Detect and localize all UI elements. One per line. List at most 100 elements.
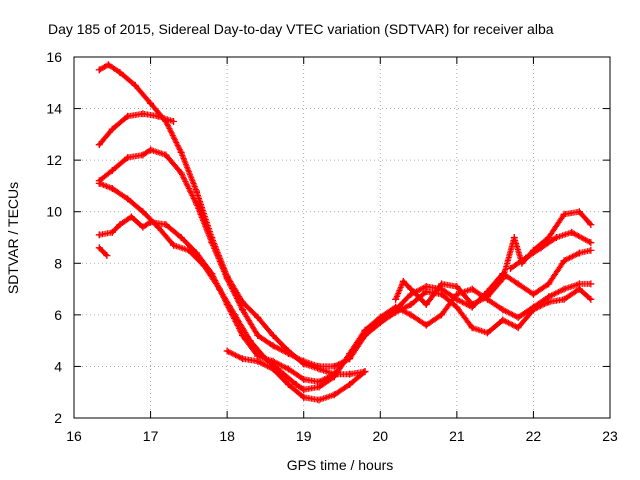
data-point [407,301,415,309]
data-point [300,357,308,365]
data-point [514,280,522,288]
data-point [514,324,522,332]
data-point [95,179,103,187]
data-point [269,357,277,365]
data-point [177,234,185,241]
data-point [560,210,568,218]
data-point [238,331,246,339]
data-point [131,81,139,89]
data-point [552,234,560,241]
data-point [193,200,201,208]
data-point [587,280,595,288]
data-point [361,368,369,376]
data-point [392,308,400,316]
data-point [193,249,201,257]
x-tick-label: 23 [602,428,618,444]
data-point [170,241,178,249]
data-point [499,306,507,314]
data-point [587,221,595,229]
data-point [116,68,124,76]
data-point [422,321,430,329]
y-tick-label: 2 [54,410,62,426]
data-point [468,301,476,309]
data-point [483,329,491,337]
series-track-8 [392,208,595,309]
y-tick-label: 10 [46,204,62,220]
data-point [177,169,185,177]
y-tick-label: 6 [54,307,62,323]
data-point [208,270,216,278]
data-point [438,280,446,288]
data-point [139,208,147,216]
series-markers [96,110,177,148]
data-point [300,375,308,383]
data-point [254,313,262,321]
data-point [208,239,216,247]
data-point [104,61,112,69]
y-tick-label: 8 [54,255,62,271]
data-point [376,319,384,327]
data-point [453,282,461,290]
data-point [162,221,170,229]
data-point [124,112,132,120]
data-point [392,295,400,303]
data-point [438,311,446,319]
data-point [127,213,135,221]
data-point [346,370,354,378]
data-point [193,187,201,195]
data-point [560,285,568,293]
data-point [575,285,583,293]
data-point [537,244,545,252]
data-point [223,275,231,283]
data-point [506,264,514,272]
y-tick-label: 4 [54,358,62,374]
data-point [453,290,461,298]
data-point [269,331,277,339]
data-point [399,277,407,285]
data-point [587,295,595,303]
series-track-7 [223,347,369,404]
data-point [154,112,162,120]
data-point [315,362,323,370]
data-point [116,221,124,229]
data-point [147,146,155,154]
data-point [147,99,155,107]
data-point [545,280,553,288]
data-point [284,350,292,358]
data-point [95,141,103,149]
series-markers [96,244,110,259]
data-point [300,393,308,401]
data-point [238,355,246,363]
data-point [453,303,461,311]
data-point [568,228,576,236]
data-point [346,352,354,360]
data-point [545,298,553,306]
x-tick-label: 21 [449,428,465,444]
data-point [238,306,246,314]
data-point [560,257,568,265]
x-tick-label: 19 [296,428,312,444]
data-point [95,66,103,74]
data-point [514,313,522,321]
data-point [575,208,583,216]
data-point [139,223,147,231]
x-tick-label: 17 [143,428,159,444]
x-tick-label: 20 [372,428,388,444]
series-track-2 [95,110,178,149]
data-point [361,331,369,339]
data-point [407,285,415,293]
data-point [522,254,530,262]
chart-title: Day 185 of 2015, Sidereal Day-to-day VTE… [48,21,554,37]
data-point [346,380,354,388]
data-point [560,295,568,303]
series-track-5 [95,213,595,386]
data-point [139,151,147,159]
data-point [108,125,116,133]
data-point [510,234,518,241]
data-point [468,324,476,332]
series-track-9 [506,228,595,272]
data-point [483,293,491,301]
data-point [103,252,111,260]
